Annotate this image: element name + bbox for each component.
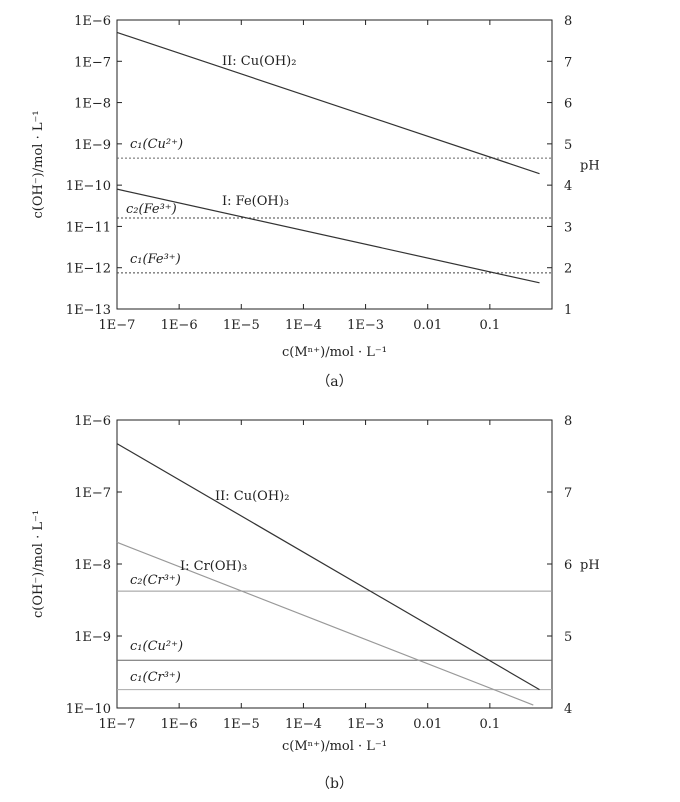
chart-b: 1E−7 1E−6 1E−5 1E−4 1E−3 0.01 0.1 1E−10 1E−9 1E−8…: [31, 414, 600, 792]
hline-label: c₁(Cu²⁺): [130, 137, 183, 152]
series-line-0: [116, 443, 540, 691]
y2-tick-label: 4: [564, 702, 572, 717]
y2-tick-label: 5: [564, 630, 572, 645]
series-line-1: [116, 541, 534, 706]
x-tick-label: 1E−7: [99, 318, 136, 333]
y-tick-label: 1E−13: [66, 303, 111, 318]
chart-caption: （a）: [316, 374, 352, 390]
x-tick-label: 1E−3: [347, 318, 384, 333]
y2-tick-label: 6: [564, 558, 572, 573]
y-tick-label: 1E−8: [74, 97, 111, 112]
y2-tick-label: 8: [564, 14, 572, 29]
x-tick-label: 0.01: [413, 717, 442, 732]
series-line-0: [116, 31, 540, 175]
x-tick-label: 1E−6: [161, 717, 198, 732]
x-tick-label: 0.1: [480, 318, 501, 333]
x-tick-label: 1E−4: [285, 318, 322, 333]
y2-tick-label: 6: [564, 97, 572, 112]
series-line-1: [116, 188, 540, 284]
y2-tick-label: 7: [564, 486, 572, 501]
y2-tick-label: 4: [564, 179, 572, 194]
x-tick-label: 1E−6: [161, 318, 198, 333]
x-axis-label: c(Mⁿ⁺)/mol · L⁻¹: [282, 345, 387, 360]
series-label: II: Cu(OH)₂: [222, 54, 296, 69]
y2-axis-label: pH: [580, 558, 600, 573]
y2-tick-label: 5: [564, 138, 572, 153]
series-label: I: Fe(OH)₃: [222, 194, 289, 209]
x-tick-label: 1E−4: [285, 717, 322, 732]
y-tick-label: 1E−10: [66, 179, 111, 194]
x-tick-label: 0.1: [480, 717, 501, 732]
y-tick-label: 1E−7: [74, 55, 111, 70]
y-axis-label: c(OH⁻)/mol · L⁻¹: [31, 510, 46, 618]
y2-tick-label: 7: [564, 55, 572, 70]
hline-label: c₂(Fe³⁺): [126, 202, 177, 217]
y2-tick-label: 3: [564, 220, 572, 235]
plot-frame: [116, 19, 553, 310]
y2-tick-label: 2: [564, 262, 572, 277]
series-label: I: Cr(OH)₃: [180, 559, 247, 574]
y-tick-label: 1E−9: [74, 630, 111, 645]
y-tick-label: 1E−8: [74, 558, 111, 573]
hline-label: c₁(Cu²⁺): [130, 639, 183, 654]
hline-label: c₁(Cr³⁺): [130, 670, 181, 685]
hline-label: c₁(Fe³⁺): [130, 252, 181, 267]
y-tick-label: 1E−10: [66, 702, 111, 717]
y-tick-label: 1E−7: [74, 486, 111, 501]
y-tick-label: 1E−6: [74, 414, 111, 429]
y-tick-label: 1E−6: [74, 14, 111, 29]
y-axis-label: c(OH⁻)/mol · L⁻¹: [31, 110, 46, 218]
y-tick-label: 1E−9: [74, 138, 111, 153]
series-label: II: Cu(OH)₂: [215, 489, 289, 504]
x-tick-label: 1E−7: [99, 717, 136, 732]
chart-caption: （b）: [316, 776, 353, 792]
y2-tick-label: 8: [564, 414, 572, 429]
chart-a: 1E−7 1E−6 1E−5 1E−4 1E−3 0.01 0.1 1E−13 1E−12 1E−…: [31, 14, 600, 390]
hline-label: c₂(Cr³⁺): [130, 573, 181, 588]
x-axis-label: c(Mⁿ⁺)/mol · L⁻¹: [282, 739, 387, 754]
x-tick-label: 1E−5: [223, 318, 260, 333]
y-tick-label: 1E−12: [66, 262, 111, 277]
y2-tick-label: 1: [564, 303, 572, 318]
x-tick-label: 0.01: [413, 318, 442, 333]
x-tick-label: 1E−5: [223, 717, 260, 732]
y2-axis-label: pH: [580, 159, 600, 174]
x-tick-label: 1E−3: [347, 717, 384, 732]
y-tick-label: 1E−11: [66, 220, 111, 235]
